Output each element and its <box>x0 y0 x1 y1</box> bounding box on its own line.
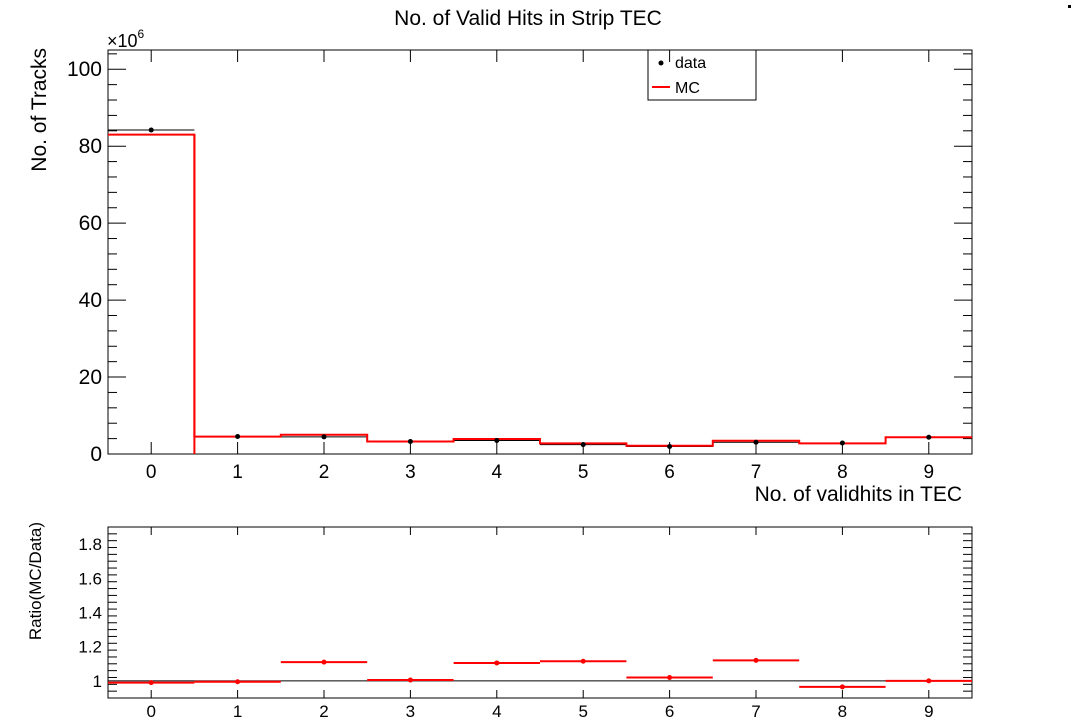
x-tick-label: 1 <box>232 462 243 483</box>
y-tick-label: 0 <box>90 443 102 466</box>
ratio-point <box>321 659 327 665</box>
ratio-y-tick-label: 1.4 <box>78 604 102 623</box>
ratio-y-tick-label: 1 <box>93 672 102 691</box>
y-tick-label: 40 <box>79 289 102 312</box>
x-tick-label: 4 <box>492 462 503 483</box>
ratio-point <box>148 680 154 686</box>
legend: data MC <box>647 49 757 101</box>
legend-data-marker <box>658 60 664 66</box>
data-point <box>580 442 586 448</box>
x-tick-label: 9 <box>924 462 935 483</box>
ratio-point <box>580 658 586 664</box>
ratio-x-tick-label: 6 <box>665 702 674 720</box>
legend-mc-label: MC <box>675 80 700 97</box>
ratio-x-tick-label: 9 <box>924 702 933 720</box>
data-point <box>494 438 500 444</box>
top-plot-frame <box>107 49 973 455</box>
mc-step-line <box>108 133 972 447</box>
ratio-point <box>494 660 500 666</box>
ratio-x-tick-label: 5 <box>578 702 587 720</box>
y-tick-label: 20 <box>79 366 102 389</box>
ratio-x-tick-label: 4 <box>492 702 501 720</box>
ratio-point <box>407 677 413 683</box>
y-axis-label: No. of Tracks <box>28 48 51 172</box>
x-tick-label: 5 <box>578 462 589 483</box>
y-tick-label: 80 <box>79 135 102 158</box>
ratio-x-tick-label: 2 <box>319 702 328 720</box>
chart-title: No. of Valid Hits in Strip TEC <box>394 7 662 30</box>
x-tick-label: 2 <box>319 462 330 483</box>
x-tick-label: 7 <box>751 462 762 483</box>
x-tick-label: 8 <box>837 462 848 483</box>
data-point <box>235 433 241 439</box>
corner-marker <box>1068 5 1071 8</box>
ratio-y-axis-label: Ratio(MC/Data) <box>26 522 45 640</box>
x-tick-label: 3 <box>405 462 416 483</box>
data-point <box>407 438 413 444</box>
ratio-point <box>667 674 673 680</box>
x-tick-label: 0 <box>146 462 157 483</box>
ratio-point <box>839 684 845 690</box>
data-point <box>753 439 759 445</box>
ratio-y-tick-label: 1.8 <box>78 535 102 554</box>
ratio-plot-frame <box>107 526 973 699</box>
data-point <box>667 443 673 449</box>
legend-data-label: data <box>675 55 706 72</box>
ratio-x-tick-label: 1 <box>233 702 242 720</box>
x-axis-label: No. of validhits in TEC <box>755 483 962 506</box>
ratio-y-tick-label: 1.2 <box>78 638 102 657</box>
ratio-point <box>235 679 241 685</box>
data-point <box>926 434 932 440</box>
ratio-x-tick-label: 7 <box>751 702 760 720</box>
x-tick-label: 6 <box>664 462 675 483</box>
ratio-y-tick-label: 1.6 <box>78 569 102 588</box>
ratio-x-tick-label: 3 <box>406 702 415 720</box>
y-tick-label: 100 <box>67 58 102 81</box>
ratio-point <box>926 678 932 684</box>
data-point <box>321 434 327 440</box>
data-point <box>148 127 154 133</box>
ratio-x-tick-label: 0 <box>146 702 155 720</box>
data-point <box>839 440 845 446</box>
ratio-point <box>753 657 759 663</box>
y-axis-multiplier: ×106 <box>107 27 145 51</box>
ratio-x-tick-label: 8 <box>838 702 847 720</box>
y-tick-label: 60 <box>79 212 102 235</box>
legend-box <box>647 49 757 101</box>
